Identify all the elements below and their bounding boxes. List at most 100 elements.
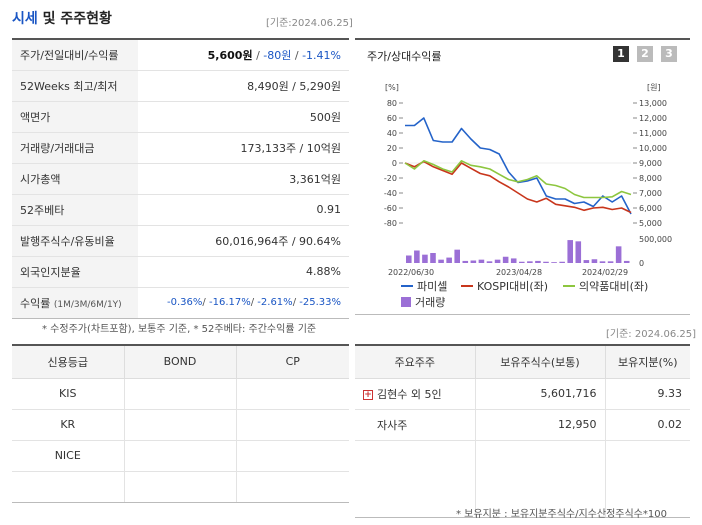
price-label: 주가/전일대비/수익률 — [12, 39, 138, 71]
base-date-2: [기준: 2024.06.25] — [606, 329, 697, 340]
agency-cell: KIS — [12, 378, 125, 410]
volume-tick-label: 0 — [639, 259, 644, 268]
summary-row-mcap: 시가총액 3,361억원 — [12, 163, 349, 195]
summary-row-volume: 거래량/거래대금 173,133주 / 10억원 — [12, 132, 349, 164]
return-values: -0.36%/ -16.17%/ -2.61%/ -25.33% — [138, 287, 349, 319]
chart-page-1-button[interactable]: 1 — [613, 46, 629, 62]
left-tick-label: 80 — [387, 99, 397, 108]
right-tick-label: 9,000 — [639, 159, 662, 168]
foreign-label: 외국인지분율 — [12, 256, 138, 288]
price-change: -80원 — [263, 48, 292, 62]
summary-table: 주가/전일대비/수익률 5,600원 / -80원 / -1.41% 52Wee… — [12, 38, 349, 319]
holder-pct: 9.33 — [605, 378, 690, 410]
shareholders-table: 주요주주 보유주식수(보통) 보유지분(%) + 김현수 외 5인 5,601,7… — [355, 344, 690, 518]
holder-name: 김현수 외 5인 — [377, 387, 442, 401]
return-3m: -16.17% — [208, 297, 251, 308]
table-row: 자사주 12,950 0.02 — [355, 409, 690, 441]
price-value: 5,600원 / -80원 / -1.41% — [138, 39, 349, 71]
volume-value: 173,133주 / 10억원 — [138, 132, 349, 164]
volume-bar — [502, 256, 509, 263]
volume-bar — [607, 261, 614, 263]
volume-bar — [462, 260, 469, 263]
right-tick-label: 11,000 — [639, 129, 667, 138]
price: 5,600원 — [207, 48, 253, 62]
par-label: 액면가 — [12, 101, 138, 133]
mcap-value: 3,361억원 — [138, 163, 349, 195]
return-1m: -0.36% — [167, 297, 203, 308]
title-sub: 및 주주현황 — [37, 11, 112, 27]
volume-tick-label: 500,000 — [639, 235, 672, 244]
cp-cell — [236, 378, 349, 410]
chart-page-2-button[interactable]: 2 — [637, 46, 653, 62]
section-title: 시세 및 주주현황 — [12, 8, 112, 28]
holders-header: 보유지분(%) — [605, 345, 690, 379]
return-1y: -25.33% — [299, 297, 341, 308]
x-tick-label: 2024/02/29 — [582, 268, 628, 277]
volume-bar — [446, 257, 452, 263]
foreign-value: 4.88% — [138, 256, 349, 288]
holder-name — [355, 440, 476, 518]
volume-bar — [623, 260, 630, 263]
volume-bar — [414, 250, 420, 263]
left-tick-label: -60 — [384, 204, 397, 213]
volume-bar — [470, 260, 477, 263]
legend-famicell: 파미셀 — [401, 278, 447, 294]
footnote-right: * 보유지분 : 보유지분주식수/지수산정주식수*100 — [456, 509, 667, 520]
volume-bar — [591, 259, 598, 263]
right-tick-label: 8,000 — [639, 174, 662, 183]
credit-rating-table: 신용등급 BOND CP KIS KR NICE — [12, 344, 349, 503]
table-row: + 김현수 외 5인 5,601,716 9.33 — [355, 378, 690, 410]
volume-bar — [583, 260, 590, 263]
legend-kospi: KOSPI대비(좌) — [461, 278, 548, 294]
left-tick-label: 40 — [387, 129, 397, 138]
holder-name-cell: 자사주 — [355, 409, 476, 441]
title-main: 시세 — [12, 11, 38, 27]
volume-label: 거래량/거래대금 — [12, 132, 138, 164]
volume-bar — [527, 261, 533, 263]
right-tick-label: 13,000 — [639, 99, 667, 108]
credit-header: CP — [236, 345, 349, 379]
volume-bar — [575, 241, 582, 263]
bond-cell — [124, 378, 237, 410]
summary-row-return: 수익률 (1M/3M/6M/1Y) -0.36%/ -16.17%/ -2.61… — [12, 287, 349, 319]
right-tick-label: 12,000 — [639, 114, 667, 123]
legend-volume: 거래량 — [401, 294, 445, 310]
agency-cell — [12, 471, 125, 503]
summary-row-shares: 발행주식수/유동비율 60,016,964주 / 90.64% — [12, 225, 349, 257]
expand-icon[interactable]: + — [363, 389, 373, 400]
x-tick-label: 2023/04/28 — [496, 268, 542, 277]
agency-cell: NICE — [12, 440, 125, 472]
volume-bar — [559, 261, 565, 263]
volume-bar — [510, 258, 517, 263]
holders-header: 주요주주 — [355, 345, 476, 379]
series-line-1 — [404, 160, 632, 214]
chart-page-3-button[interactable]: 3 — [661, 46, 677, 62]
base-date: [기준:2024.06.25] — [266, 18, 353, 29]
legend-pharma: 의약품대비(좌) — [563, 278, 648, 294]
holder-pct: 0.02 — [605, 409, 690, 441]
summary-row-par: 액면가 500원 — [12, 101, 349, 133]
right-tick-label: 7,000 — [639, 189, 662, 198]
price-chart: [%] [원] 80 60 40 20 0 -20 -40 -60 -80 13,000 12,000 1… — [384, 83, 672, 277]
shares-label: 발행주식수/유동비율 — [12, 225, 138, 257]
holder-pct — [605, 440, 690, 518]
volume-bar — [599, 261, 606, 263]
volume-bar — [430, 253, 436, 263]
right-tick-label: 10,000 — [639, 144, 667, 153]
return-6m: -2.61% — [257, 297, 293, 308]
par-value: 500원 — [138, 101, 349, 133]
left-tick-label: -20 — [384, 174, 397, 183]
volume-bar — [535, 260, 541, 263]
left-axis-unit: [%] — [385, 83, 399, 92]
bond-cell — [124, 440, 237, 472]
right-tick-label: 5,000 — [639, 219, 662, 228]
bond-cell — [124, 409, 237, 441]
credit-header: BOND — [124, 345, 237, 379]
right-tick-label: 6,000 — [639, 204, 662, 213]
left-tick-label: 0 — [392, 159, 397, 168]
left-tick-label: 20 — [387, 144, 397, 153]
right-axis-unit: [원] — [647, 83, 661, 92]
volume-bar — [551, 262, 557, 263]
agency-cell: KR — [12, 409, 125, 441]
summary-row-price: 주가/전일대비/수익률 5,600원 / -80원 / -1.41% — [12, 39, 349, 71]
